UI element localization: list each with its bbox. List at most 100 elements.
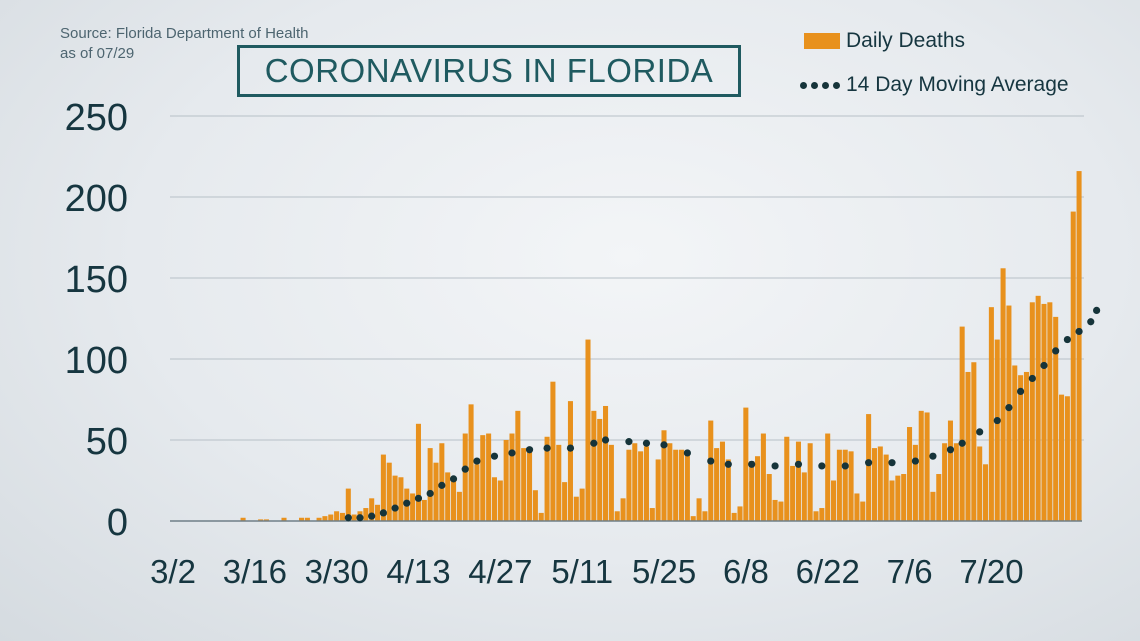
legend-label: Daily Deaths xyxy=(846,29,966,52)
bar-daily-deaths xyxy=(714,448,720,521)
moving-average-dot xyxy=(642,439,651,447)
bar-daily-deaths xyxy=(591,410,597,521)
bar-daily-deaths xyxy=(994,339,1000,521)
moving-average-dot xyxy=(426,489,434,498)
moving-average-dot xyxy=(391,504,399,512)
moving-average-dot xyxy=(601,436,610,444)
moving-average-dot xyxy=(771,462,779,470)
bar-daily-deaths xyxy=(521,448,527,521)
bar-daily-deaths xyxy=(638,451,644,521)
bar-daily-deaths xyxy=(491,477,497,521)
bar-daily-deaths xyxy=(731,512,737,521)
x-tick-label: 5/25 xyxy=(632,553,696,590)
bar-daily-deaths xyxy=(696,498,702,521)
bar-daily-deaths xyxy=(562,482,568,521)
moving-average-dot xyxy=(344,514,352,522)
bar-daily-deaths xyxy=(375,504,381,521)
bar-daily-deaths xyxy=(719,441,725,521)
bar-daily-deaths xyxy=(415,423,421,521)
bar-daily-deaths xyxy=(1076,171,1082,521)
moving-average-dot xyxy=(911,457,919,465)
moving-average-dot xyxy=(707,457,715,465)
bar-daily-deaths xyxy=(1006,305,1012,521)
bar-daily-deaths xyxy=(889,480,895,521)
bar-daily-deaths xyxy=(813,511,819,521)
as-of-date: as of 07/29 xyxy=(60,45,135,62)
bar-daily-deaths xyxy=(1041,303,1047,521)
bar-daily-deaths xyxy=(380,454,386,521)
x-tick-label: 6/22 xyxy=(796,553,860,590)
bar-daily-deaths xyxy=(760,433,766,521)
legend-label: 14 Day Moving Average xyxy=(846,73,1069,96)
moving-average-dot xyxy=(379,509,387,517)
moving-average-dot xyxy=(958,439,966,447)
bar-daily-deaths xyxy=(749,461,755,521)
bar-swatch xyxy=(804,33,840,49)
moving-average-dot xyxy=(449,475,458,483)
bar-daily-deaths xyxy=(509,433,515,521)
moving-average-dot xyxy=(1093,306,1101,314)
bar-daily-deaths xyxy=(907,427,913,521)
source-note: Source: Florida Department of Health as … xyxy=(60,24,308,64)
bar-daily-deaths xyxy=(772,499,778,521)
moving-average-dot xyxy=(461,465,469,473)
bar-daily-deaths xyxy=(871,448,877,521)
moving-average-dot xyxy=(543,444,551,452)
moving-average-dot xyxy=(993,416,1001,425)
bar-daily-deaths xyxy=(860,501,866,521)
bar-daily-deaths xyxy=(854,493,860,521)
x-tick-label: 7/20 xyxy=(959,553,1023,590)
bar-daily-deaths xyxy=(316,517,322,521)
bar-daily-deaths xyxy=(901,474,907,521)
moving-average-dot xyxy=(368,512,376,520)
bar-daily-deaths xyxy=(597,418,603,521)
bar-daily-deaths xyxy=(608,444,614,521)
bar-daily-deaths xyxy=(866,414,872,521)
moving-average-dot xyxy=(748,460,756,468)
bar-daily-deaths xyxy=(1035,295,1041,521)
legend-item-moving-average: 14 Day Moving Average xyxy=(800,70,1069,100)
moving-average-dot xyxy=(818,462,826,470)
bar-daily-deaths xyxy=(883,454,889,521)
bar-daily-deaths xyxy=(836,449,842,521)
bar-daily-deaths xyxy=(363,508,369,521)
moving-average-dot xyxy=(490,452,499,460)
legend: Daily Deaths 14 Day Moving Average xyxy=(800,26,1069,114)
bar-daily-deaths xyxy=(550,381,556,521)
bar-daily-deaths xyxy=(755,456,761,521)
y-tick-label: 150 xyxy=(65,259,128,301)
moving-average-dot xyxy=(660,441,668,449)
bar-daily-deaths xyxy=(743,407,749,521)
bar-daily-deaths xyxy=(474,464,480,521)
bar-daily-deaths xyxy=(795,441,801,521)
bar-daily-deaths xyxy=(532,490,538,521)
bar-daily-deaths xyxy=(579,488,585,521)
moving-average-dot xyxy=(1063,335,1071,344)
bar-daily-deaths xyxy=(965,371,971,521)
bar-daily-deaths xyxy=(567,401,573,521)
moving-average-dot xyxy=(508,449,516,457)
moving-average-dot xyxy=(473,457,481,465)
bar-daily-deaths xyxy=(1053,316,1059,521)
bar-daily-deaths xyxy=(1059,394,1065,521)
moving-average-dot xyxy=(566,444,575,452)
y-tick-label: 250 xyxy=(65,97,128,139)
bar-daily-deaths xyxy=(918,410,924,521)
bar-daily-deaths xyxy=(679,449,685,521)
x-tick-label: 5/11 xyxy=(551,553,613,590)
moving-average-dot xyxy=(929,452,937,460)
moving-average-dot xyxy=(403,499,411,507)
bar-daily-deaths xyxy=(819,508,825,521)
moving-average-dot xyxy=(946,446,955,454)
bar-daily-deaths xyxy=(667,443,673,521)
x-tick-label: 3/30 xyxy=(305,553,369,590)
bar-daily-deaths xyxy=(497,480,503,521)
moving-average-dot xyxy=(1040,361,1048,370)
bar-daily-deaths xyxy=(1000,268,1006,521)
x-tick-label: 3/16 xyxy=(223,553,287,590)
bar-daily-deaths xyxy=(1023,371,1029,521)
dots-swatch xyxy=(800,81,840,89)
bar-daily-deaths xyxy=(456,491,462,521)
bar-daily-deaths xyxy=(328,514,334,521)
bar-daily-deaths xyxy=(392,475,398,521)
